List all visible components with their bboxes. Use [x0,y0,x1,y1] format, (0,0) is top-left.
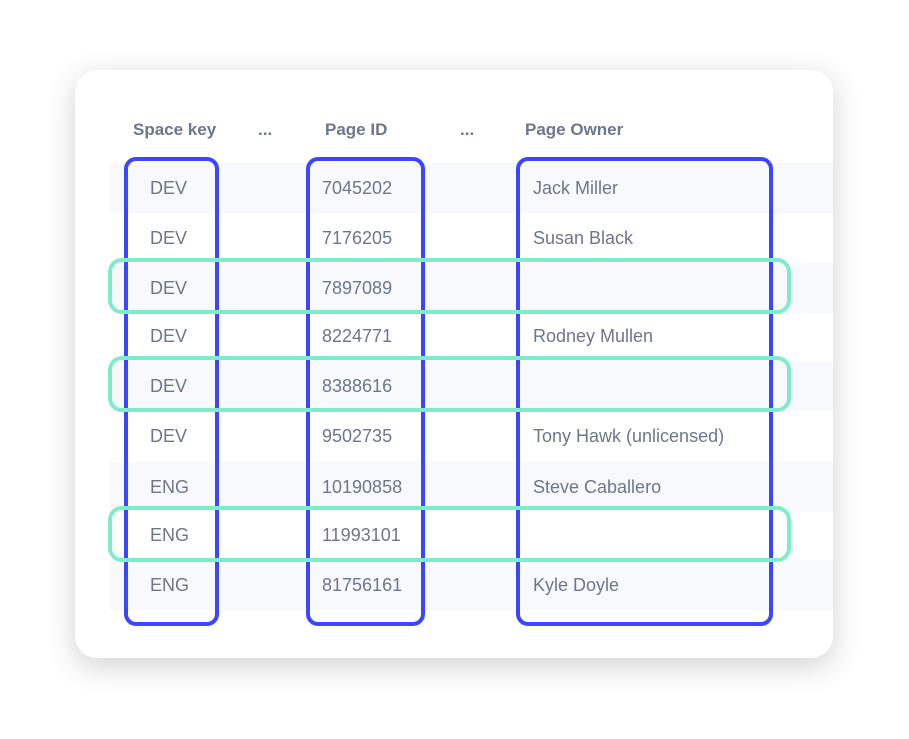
cell-page-owner: Tony Hawk (unlicensed) [533,426,725,446]
cell-space-key: DEV [150,376,188,396]
cell-page-id: 81756161 [322,575,403,595]
cell-space-key: DEV [150,326,188,346]
cell-page-id: 7045202 [322,178,393,198]
table-row: ENG 81756161 Kyle Doyle [110,560,833,610]
page-owner-column-highlight [516,157,773,626]
cell-page-id: 8388616 [322,376,393,396]
missing-owner-row-highlight [108,356,791,412]
table-row: DEV 8388616 [110,361,833,411]
cell-space-key: ENG [150,575,190,595]
cell-page-owner: Rodney Mullen [533,326,654,346]
header-ellipsis-1: ... [258,120,273,139]
table-row: DEV 7897089 [110,263,833,313]
cell-page-id: 9502735 [322,426,393,446]
table-row: DEV 8224771 Rodney Mullen [110,311,833,361]
header-page-owner: Page Owner [525,120,624,139]
table-row: DEV 7176205 Susan Black [110,213,833,263]
table-row: ENG 11993101 [110,510,833,560]
cell-page-id: 7897089 [322,278,393,298]
cell-page-owner: Jack Miller [533,178,619,198]
table-row: ENG 10190858 Steve Caballero [110,462,833,512]
table-card: Space key ... Page ID ... Page Owner DEV… [75,70,833,658]
header-space-key: Space key [133,120,217,139]
cell-space-key: DEV [150,426,188,446]
header-page-id: Page ID [325,120,388,139]
space-key-column-highlight [124,157,219,626]
cell-page-id: 11993101 [322,525,401,545]
cell-space-key: DEV [150,228,188,248]
cell-space-key: DEV [150,278,188,298]
cell-space-key: ENG [150,525,190,545]
cell-space-key: DEV [150,178,188,198]
table-row: DEV 9502735 Tony Hawk (unlicensed) [110,411,833,461]
cell-page-id: 7176205 [322,228,393,248]
table-row: DEV 7045202 Jack Miller [110,163,833,213]
page-id-column-highlight [306,157,425,626]
cell-page-owner: Susan Black [533,228,634,248]
cell-page-owner: Kyle Doyle [533,575,620,595]
missing-owner-row-highlight [108,258,791,314]
cell-page-id: 10190858 [322,477,403,497]
missing-owner-row-highlight [108,506,791,562]
cell-page-owner: Steve Caballero [533,477,662,497]
cell-page-id: 8224771 [322,326,393,346]
header-ellipsis-2: ... [460,120,475,139]
cell-space-key: ENG [150,477,190,497]
